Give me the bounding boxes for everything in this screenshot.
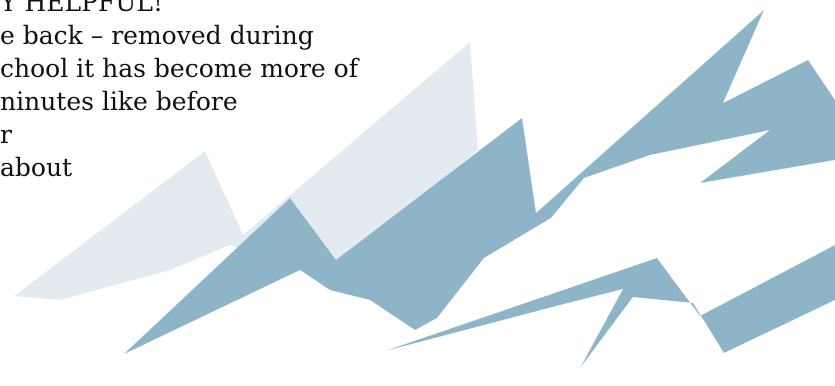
text-line: e back – removed during (0, 21, 314, 50)
text-line: r (0, 120, 12, 149)
mountain-dark-shape (124, 10, 835, 354)
text-line: chool it has become more of (0, 54, 358, 83)
text-line: about (0, 153, 73, 182)
document-text: Y HELPFUL! e back – removed during chool… (0, 0, 358, 184)
text-line: ninutes like before (0, 87, 238, 116)
mountain-dark-lower-shape (385, 245, 835, 368)
text-line: Y HELPFUL! (0, 0, 163, 17)
mountain-light-shape (14, 42, 478, 300)
